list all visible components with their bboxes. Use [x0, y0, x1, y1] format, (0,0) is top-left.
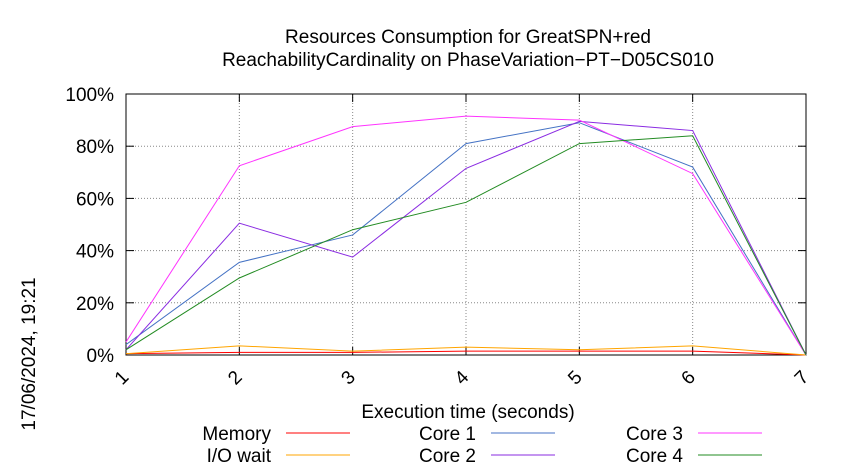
series-line-core-1	[125, 122, 807, 356]
y-tick-label: 100%	[65, 85, 114, 106]
y-tick-label: 0%	[87, 346, 115, 367]
legend-item: Core 3	[626, 424, 762, 445]
chart-subtitle: ReachabilityCardinality on PhaseVariatio…	[222, 50, 714, 71]
legend-label: Memory	[202, 424, 271, 445]
x-tick-label: 7	[791, 367, 813, 389]
series-line-core-3	[125, 115, 807, 356]
series-line-memory	[125, 350, 807, 356]
y-tick-label: 40%	[76, 242, 114, 263]
x-axis-label: Execution time (seconds)	[361, 402, 574, 423]
legend-item: Core 4	[626, 446, 762, 467]
x-tick-label: 5	[564, 367, 586, 389]
legend-item: Core 2	[419, 446, 555, 467]
y-tick-label: 80%	[76, 137, 114, 158]
series-line-i-o-wait	[125, 345, 807, 356]
y-tick-label: 20%	[76, 294, 114, 315]
legend-label: Core 4	[626, 446, 683, 467]
x-axis: 1 2 3 4 5 6 7	[111, 94, 813, 389]
x-tick-label: 1	[111, 367, 133, 389]
legend-item: Core 1	[419, 424, 555, 445]
series-lines	[125, 115, 807, 356]
legend-label: Core 1	[419, 424, 476, 445]
chart-title: Resources Consumption for GreatSPN+red	[285, 27, 651, 48]
series-line-core-2	[125, 120, 807, 356]
legend-label: I/O wait	[207, 446, 272, 467]
grid	[125, 93, 807, 356]
legend-item: Memory	[202, 424, 350, 445]
x-tick-label: 3	[338, 367, 360, 389]
legend-label: Core 3	[626, 424, 683, 445]
x-tick-label: 6	[678, 367, 700, 389]
legend-item: I/O wait	[207, 446, 350, 467]
y-axis: 0% 20% 40% 60% 80% 100%	[65, 85, 806, 367]
x-tick-label: 2	[224, 367, 246, 389]
x-tick-label: 4	[451, 367, 474, 390]
legend-label: Core 2	[419, 446, 476, 467]
series-line-core-4	[125, 135, 807, 356]
y-tick-label: 60%	[76, 189, 114, 210]
timestamp-label: 17/06/2024, 19:21	[19, 277, 40, 430]
